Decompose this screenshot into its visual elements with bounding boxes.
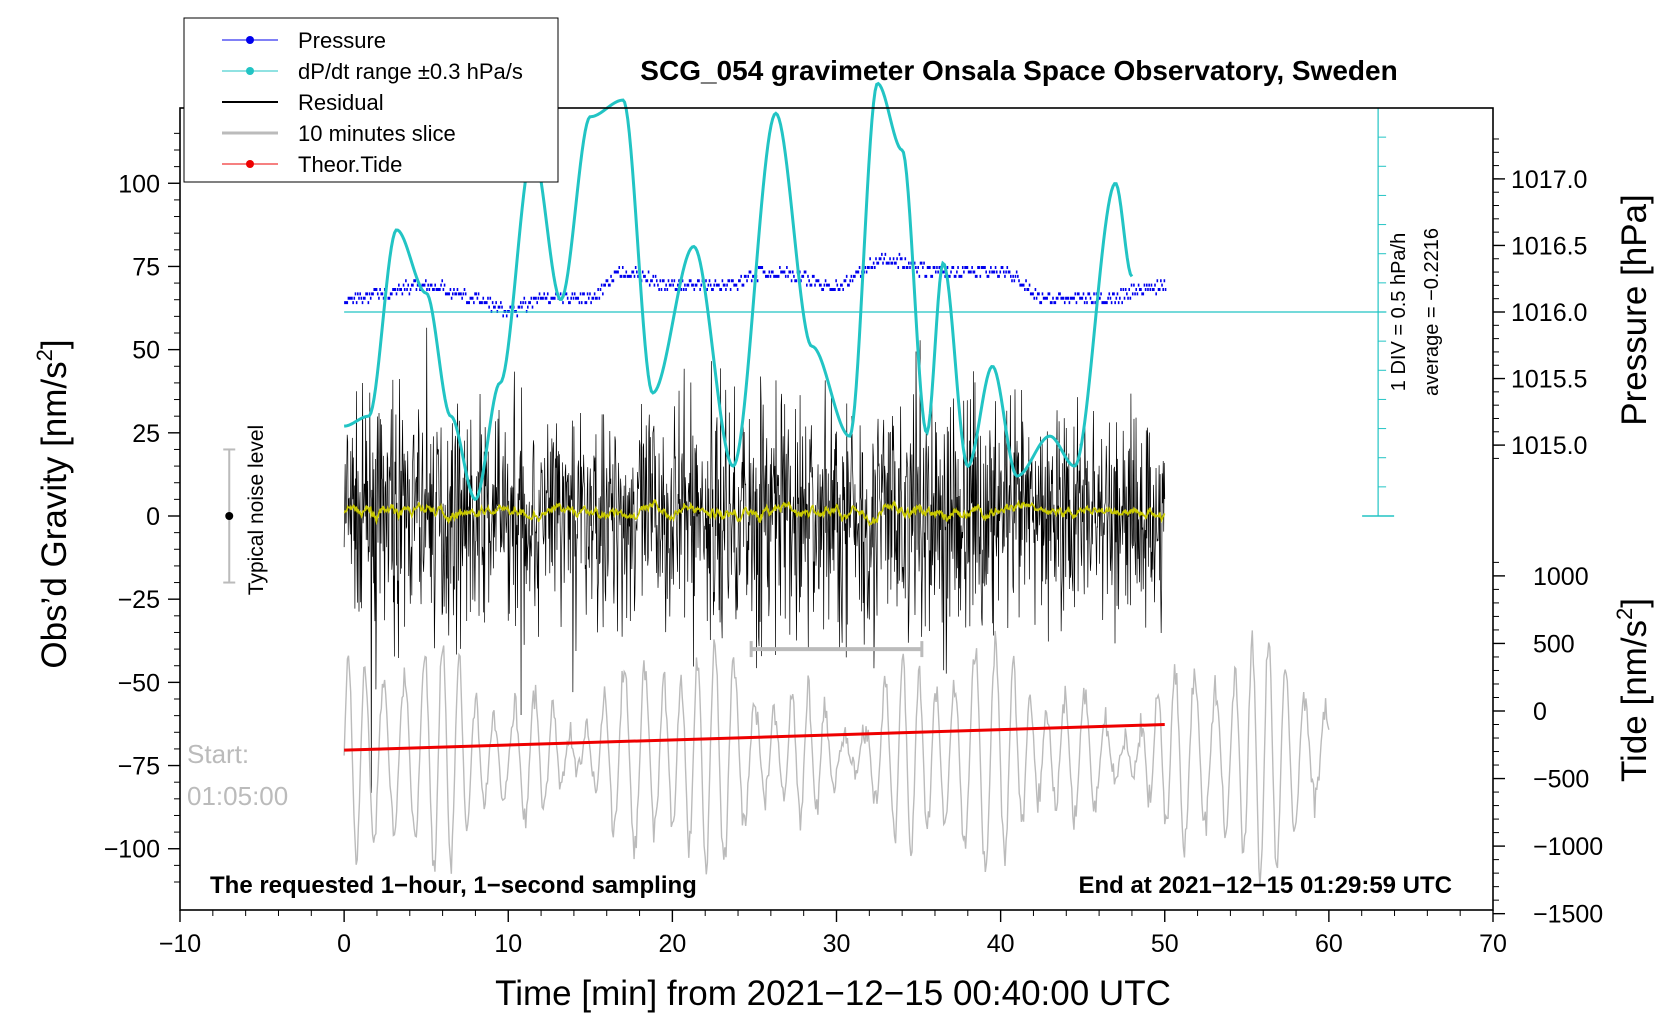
legend: Pressure dP/dt range ±0.3 hPa/s Residual… [183, 17, 559, 183]
reference-lines [223, 107, 1395, 584]
annotation-start-time: 01:05:00 [187, 781, 288, 811]
dpdt-line [344, 81, 1134, 501]
x-axis-label: Time [min] from 2021−12−15 00:40:00 UTC [495, 974, 1171, 1013]
gravity-tick-label: −25 [118, 586, 160, 614]
x-tick-label: −10 [159, 930, 201, 958]
legend-label-dpdt: dP/dt range ±0.3 hPa/s [298, 59, 523, 84]
legend-label-residual: Residual [298, 90, 384, 115]
gravity-tick-label: −50 [118, 669, 160, 697]
annotation-bottom-right: End at 2021−12−15 01:29:59 UTC [1078, 872, 1452, 899]
tide-line [344, 723, 1165, 752]
x-tick-label: 70 [1479, 930, 1507, 958]
residual-line [343, 327, 1166, 793]
gravity-tick-label: 75 [132, 253, 160, 281]
y-axis-label-pressure: Pressure [hPa] [1615, 194, 1654, 426]
legend-marker-dpdt [246, 67, 254, 75]
y-axis-label-tide: Tide [nm/s2] [1612, 598, 1654, 782]
pressure-tick-label: 1015.0 [1511, 432, 1587, 460]
x-tick-label: 10 [494, 930, 522, 958]
y-axis-label-gravity: Obs’d Gravity [nm/s2] [32, 339, 74, 668]
smoothed-residual-line [343, 498, 1166, 527]
tide-tick-label: −500 [1533, 766, 1589, 794]
pressure-tick-label: 1015.5 [1511, 366, 1587, 394]
plot-area: −10 0 10 20 30 40 50 60 701007550250−25−50−75−10… [104, 81, 1603, 958]
gravity-tick-label: 0 [146, 503, 160, 531]
annotation-bottom-left: The requested 1−hour, 1−second sampling [210, 872, 697, 899]
legend-marker-tide [246, 160, 254, 168]
x-tick-label: 40 [987, 930, 1015, 958]
pressure-tick-label: 1017.0 [1511, 166, 1587, 194]
legend-label-pressure: Pressure [298, 28, 386, 53]
annotation-start-label: Start: [187, 739, 249, 769]
x-tick-label: 20 [658, 930, 686, 958]
x-tick-label: 30 [823, 930, 851, 958]
pressure-tick-label: 1016.0 [1511, 299, 1587, 327]
dpdt-series [344, 81, 1134, 501]
pressure-tick-label: 1016.5 [1511, 232, 1587, 260]
legend-label-slice: 10 minutes slice [298, 121, 456, 146]
tide-tick-label: 0 [1533, 698, 1547, 726]
residual-series [343, 327, 1166, 793]
tide-tick-label: 500 [1533, 630, 1575, 658]
gravity-tick-label: −75 [118, 753, 160, 781]
annotation-average: average = −0.2216 [1421, 228, 1443, 396]
annotation-div: 1 DIV = 0.5 hPa/h [1388, 233, 1410, 391]
gravity-tick-label: −100 [104, 836, 160, 864]
tide-series [344, 723, 1165, 752]
x-tick-label: 0 [337, 930, 351, 958]
tide-tick-label: −1000 [1533, 833, 1603, 861]
x-tick-label: 60 [1315, 930, 1343, 958]
annotation-noise-level: Typical noise level [245, 425, 268, 595]
legend-marker-pressure [246, 36, 254, 44]
slice-series [343, 630, 1330, 886]
slice-line [343, 630, 1330, 886]
gravity-tick-label: 50 [132, 337, 160, 365]
legend-label-tide: Theor.Tide [298, 152, 402, 177]
gravity-tick-label: 100 [118, 170, 160, 198]
x-tick-label: 50 [1151, 930, 1179, 958]
noise-level-dot [225, 512, 234, 520]
tide-tick-label: 1000 [1533, 563, 1589, 591]
legend-box [183, 17, 559, 183]
gravity-tick-label: 25 [132, 420, 160, 448]
axes-frame: −10 0 10 20 30 40 50 60 701007550250−25−50−75−10… [104, 107, 1603, 958]
chart-title: SCG_054 gravimeter Onsala Space Observat… [640, 55, 1397, 86]
tide-tick-label: −1500 [1533, 901, 1603, 929]
